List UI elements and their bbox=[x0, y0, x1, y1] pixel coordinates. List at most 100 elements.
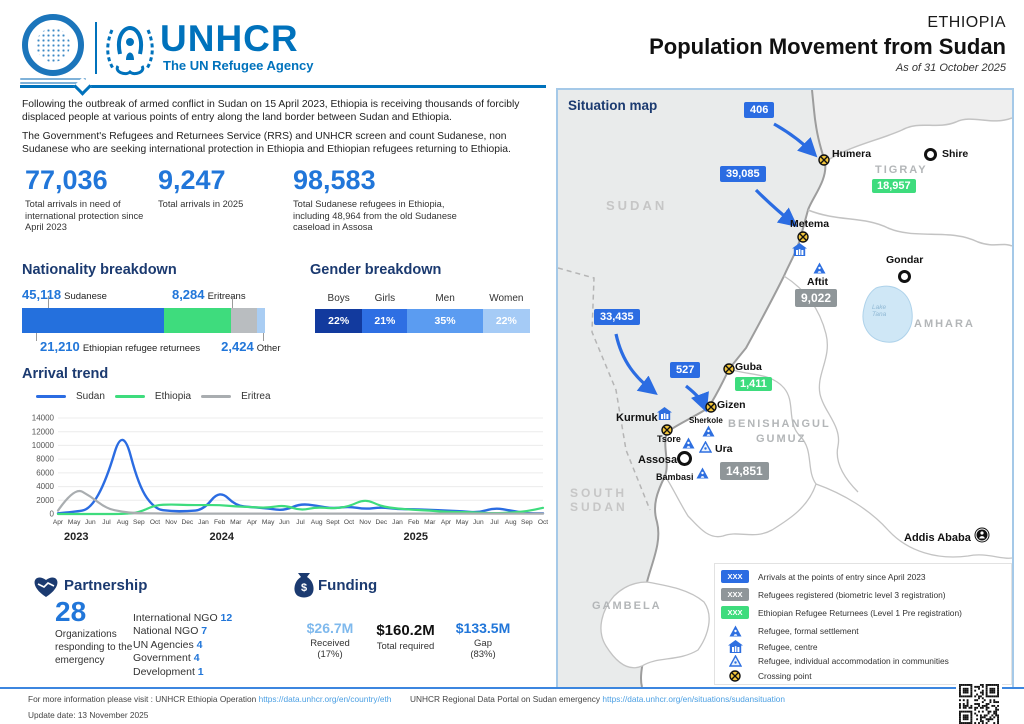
svg-text:May: May bbox=[68, 519, 81, 526]
legend-text: Refugees registered (biometric level 3 r… bbox=[758, 589, 946, 600]
callout-tick bbox=[232, 296, 233, 308]
funding-received: $26.7M Received (17%) bbox=[295, 620, 365, 661]
crossing-point-icon-kurmuk bbox=[661, 424, 673, 436]
qr-code bbox=[956, 684, 1002, 724]
svg-text:Mar: Mar bbox=[230, 519, 242, 526]
sudanese-label: Sudanese bbox=[64, 291, 107, 302]
svg-text:2025: 2025 bbox=[404, 531, 428, 543]
partnership-org-row: International NGO 12 bbox=[133, 612, 233, 624]
footer-link-ethiopia[interactable]: https://data.unhcr.org/en/country/eth bbox=[258, 694, 392, 704]
partnership-org-row: National NGO 7 bbox=[133, 625, 208, 638]
city-icon-shire bbox=[924, 148, 937, 161]
place-guba: Guba bbox=[735, 361, 762, 373]
place-metema: Metema bbox=[790, 218, 830, 230]
legend-label-sudan: Sudan bbox=[76, 391, 105, 402]
other-value: 2,424 bbox=[221, 339, 254, 354]
legend-key-badge-green: XXX bbox=[721, 606, 749, 619]
footer-update-date: Update date: 13 November 2025 bbox=[28, 710, 149, 720]
svg-text:Jul: Jul bbox=[296, 519, 305, 526]
svg-text:Mar: Mar bbox=[424, 519, 436, 526]
legend-label-ethiopia: Ethiopia bbox=[154, 391, 192, 402]
returnees-value: 21,210 bbox=[40, 339, 80, 354]
svg-text:Nov: Nov bbox=[359, 519, 371, 526]
map-legend-row: Crossing point bbox=[721, 670, 812, 682]
svg-text:Feb: Feb bbox=[408, 519, 420, 526]
map-label-south-sudan: SOUTH SUDAN bbox=[570, 486, 628, 514]
legend-key-settlement-icon bbox=[721, 625, 749, 637]
other-label: Other bbox=[256, 343, 281, 354]
registered-badge-assosa-area: 14,851 bbox=[720, 462, 769, 480]
place-gondar: Gondar bbox=[886, 254, 924, 266]
crossing-point-icon-metema bbox=[797, 231, 809, 243]
eritreans-label: Eritreans bbox=[207, 291, 246, 302]
map-legend-row: Refugee, formal settlement bbox=[721, 625, 859, 637]
footer-links: For more information please visit : UNHC… bbox=[28, 694, 785, 704]
refugee-centre-icon-metema bbox=[792, 243, 807, 256]
settlement-icon-tsore bbox=[682, 437, 695, 449]
returnee-badge-tigray: 18,957 bbox=[872, 179, 916, 193]
key-figure-sudanese-refugees: 98,583 Total Sudanese refugees in Ethiop… bbox=[293, 165, 468, 234]
svg-text:May: May bbox=[262, 519, 275, 526]
gender-label-girls: Girls bbox=[374, 293, 396, 304]
situation-map-panel: Situation map SUDAN SOUTH SUDAN TIGRAY A… bbox=[556, 88, 1014, 689]
nationality-segment-ethiopian-refugee-returnees bbox=[164, 308, 232, 333]
legend-text: Arrivals at the points of entry since Ap… bbox=[758, 571, 926, 582]
place-tsore: Tsore bbox=[657, 434, 681, 444]
legend-key-individual-icon bbox=[721, 655, 749, 667]
trend-legend: Sudan Ethiopia Eritrea bbox=[36, 391, 271, 402]
svg-text:Jun: Jun bbox=[279, 519, 290, 526]
gender-heading: Gender breakdown bbox=[310, 262, 442, 278]
partnership-heading: Partnership bbox=[64, 577, 148, 594]
funding-received-label: Received bbox=[310, 637, 350, 649]
callout-tick bbox=[36, 333, 37, 341]
svg-text:4000: 4000 bbox=[36, 482, 54, 491]
settlement-icon-sherkole bbox=[702, 425, 715, 437]
gender-bar: 22% 21% 35% 22% bbox=[315, 309, 530, 333]
unhcr-wordmark: UNHCR bbox=[160, 18, 299, 59]
svg-text:8000: 8000 bbox=[36, 455, 54, 464]
svg-text:Aug: Aug bbox=[311, 519, 323, 526]
nationality-bar bbox=[22, 308, 265, 333]
key-figure-label: Total Sudanese refugees in Ethiopia, inc… bbox=[293, 199, 457, 233]
nationality-segment-eritreans bbox=[231, 308, 258, 333]
returnee-badge-guba: 1,411 bbox=[735, 377, 772, 391]
funding-required: $160.2M Total required bbox=[368, 622, 443, 653]
funding-required-label: Total required bbox=[376, 640, 435, 652]
legend-key-badge-blue: XXX bbox=[721, 570, 749, 583]
place-bambasi: Bambasi bbox=[656, 472, 694, 482]
footer-link-sudan-emergency[interactable]: https://data.unhcr.org/en/situations/sud… bbox=[602, 694, 786, 704]
map-label-sudan: SUDAN bbox=[606, 198, 668, 213]
partnership-count-label: Organizations responding to the emergenc… bbox=[55, 629, 133, 666]
svg-text:Jul: Jul bbox=[102, 519, 111, 526]
returnees-label: Ethiopian refugee returnees bbox=[82, 343, 201, 354]
individual-accommodation-icon-ura bbox=[698, 440, 713, 453]
place-aftit: Aftit bbox=[807, 276, 828, 288]
svg-text:May: May bbox=[456, 519, 469, 526]
svg-text:2023: 2023 bbox=[64, 531, 88, 543]
svg-text:14000: 14000 bbox=[32, 414, 55, 423]
capital-icon-addis-ababa bbox=[974, 527, 990, 543]
legend-label-eritrea: Eritrea bbox=[241, 391, 271, 402]
place-addis-ababa: Addis Ababa bbox=[904, 532, 971, 544]
map-label-amhara: AMHARA bbox=[914, 318, 975, 330]
footer-rule bbox=[0, 687, 1024, 689]
place-sherkole: Sherkole bbox=[689, 416, 723, 425]
intro-text: Following the outbreak of armed conflict… bbox=[22, 98, 546, 162]
partnership-icon bbox=[33, 574, 59, 603]
svg-text:Sept: Sept bbox=[326, 519, 340, 526]
key-figure-value: 98,583 bbox=[293, 165, 376, 195]
funding-received-amount: $26.7M bbox=[306, 620, 354, 636]
funding-heading: Funding bbox=[318, 577, 378, 594]
header-rule bbox=[20, 85, 546, 88]
callout-tick bbox=[263, 333, 264, 341]
intro-paragraph-1: Following the outbreak of armed conflict… bbox=[22, 99, 520, 124]
svg-text:Sep: Sep bbox=[521, 519, 533, 526]
map-label-gambela: GAMBELA bbox=[592, 600, 662, 612]
unhcr-tagline: The UN Refugee Agency bbox=[163, 58, 314, 73]
arrival-badge-metema: 39,085 bbox=[720, 166, 766, 182]
funding-gap: $133.5M Gap (83%) bbox=[448, 620, 518, 661]
place-assosa: Assosa bbox=[638, 454, 678, 466]
key-figure-label: Total arrivals in 2025 bbox=[158, 199, 244, 209]
map-label-sudan2: SUDAN bbox=[570, 500, 628, 514]
place-kurmuk: Kurmuk bbox=[616, 412, 658, 424]
